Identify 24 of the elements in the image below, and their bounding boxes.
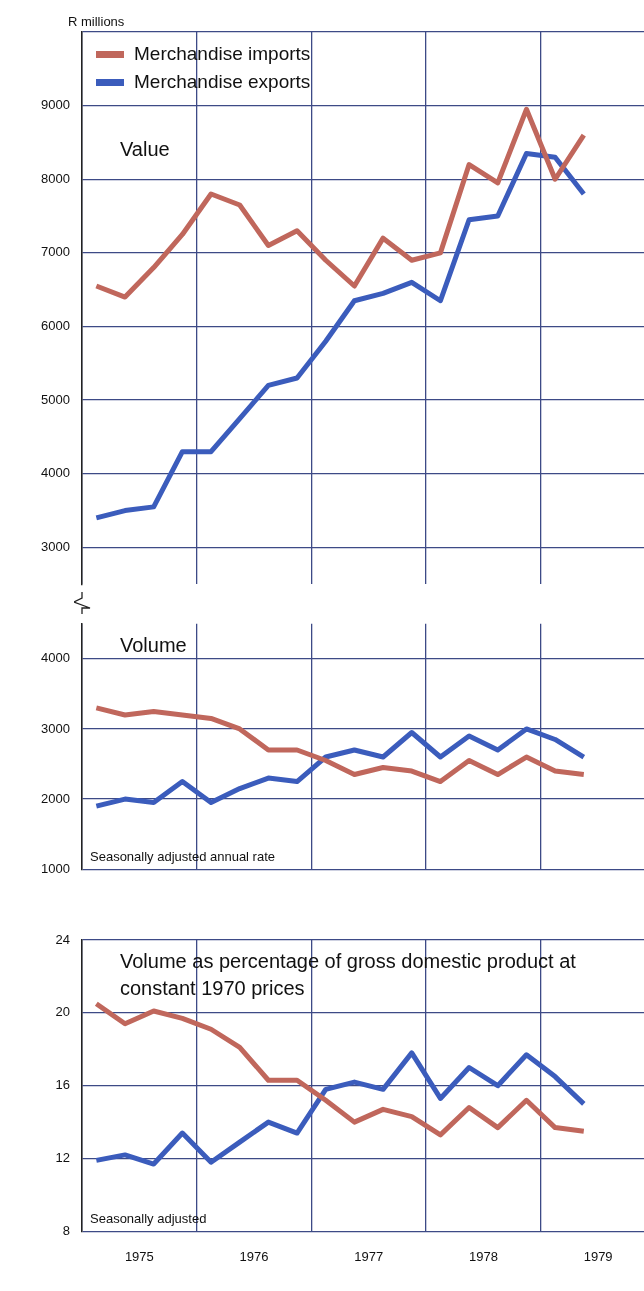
y-tick-label: 8000 — [41, 170, 70, 186]
x-tick-label: 1976 — [239, 1248, 269, 1264]
x-tick-label: 1979 — [583, 1248, 613, 1264]
y-tick-label: 4000 — [41, 650, 70, 666]
x-tick-label: 1978 — [468, 1248, 498, 1264]
y-tick-label: 20 — [55, 1004, 70, 1020]
y-tick-label: 8 — [62, 1222, 70, 1238]
x-tick-label: 1977 — [354, 1248, 384, 1264]
text: Volume — [120, 633, 187, 656]
y-tick-label: 9000 — [41, 97, 70, 113]
y-tick-label: 16 — [55, 1077, 70, 1093]
y-tick-label: 12 — [55, 1150, 70, 1166]
y-tick-label: 24 — [55, 931, 70, 947]
y-tick-label: 4000 — [41, 465, 70, 481]
text: Value — [120, 138, 170, 160]
y-tick-label: 5000 — [41, 391, 70, 407]
y-axis-title: R millions — [68, 14, 125, 29]
x-tick-label: 1975 — [124, 1248, 154, 1264]
y-tick-label: 3000 — [41, 538, 70, 554]
y-tick-label: 3000 — [41, 720, 70, 736]
y-tick-label: 1000 — [41, 860, 70, 876]
y-tick-label: 2000 — [41, 790, 70, 806]
y-tick-label: 6000 — [41, 318, 70, 334]
y-tick-label: 7000 — [41, 244, 70, 260]
